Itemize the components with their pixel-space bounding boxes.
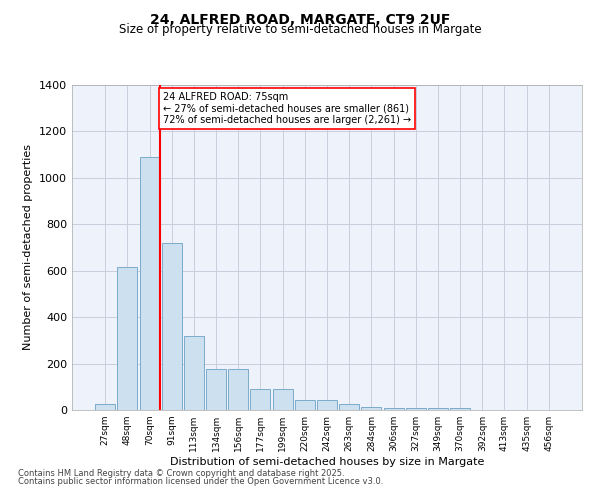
Text: 24 ALFRED ROAD: 75sqm
← 27% of semi-detached houses are smaller (861)
72% of sem: 24 ALFRED ROAD: 75sqm ← 27% of semi-deta… (163, 92, 411, 125)
Text: Contains HM Land Registry data © Crown copyright and database right 2025.: Contains HM Land Registry data © Crown c… (18, 468, 344, 477)
Bar (206, 370, 226, 410)
Bar (406, 408, 426, 410)
Bar (228, 370, 248, 410)
X-axis label: Distribution of semi-detached houses by size in Margate: Distribution of semi-detached houses by … (170, 457, 484, 467)
Y-axis label: Number of semi-detached properties: Number of semi-detached properties (23, 144, 34, 350)
Bar (118, 267, 137, 410)
Bar (95, 404, 115, 410)
Bar (162, 243, 182, 410)
Text: 24, ALFRED ROAD, MARGATE, CT9 2UF: 24, ALFRED ROAD, MARGATE, CT9 2UF (150, 12, 450, 26)
Bar (361, 406, 382, 410)
Bar (383, 408, 404, 410)
Bar (184, 336, 204, 410)
Bar (250, 389, 271, 410)
Text: Size of property relative to semi-detached houses in Margate: Size of property relative to semi-detach… (119, 22, 481, 36)
Text: Contains public sector information licensed under the Open Government Licence v3: Contains public sector information licen… (18, 477, 383, 486)
Bar (272, 389, 293, 410)
Bar (450, 408, 470, 410)
Bar (295, 400, 315, 410)
Bar (140, 157, 160, 410)
Bar (317, 400, 337, 410)
Bar (339, 404, 359, 410)
Bar (428, 408, 448, 410)
